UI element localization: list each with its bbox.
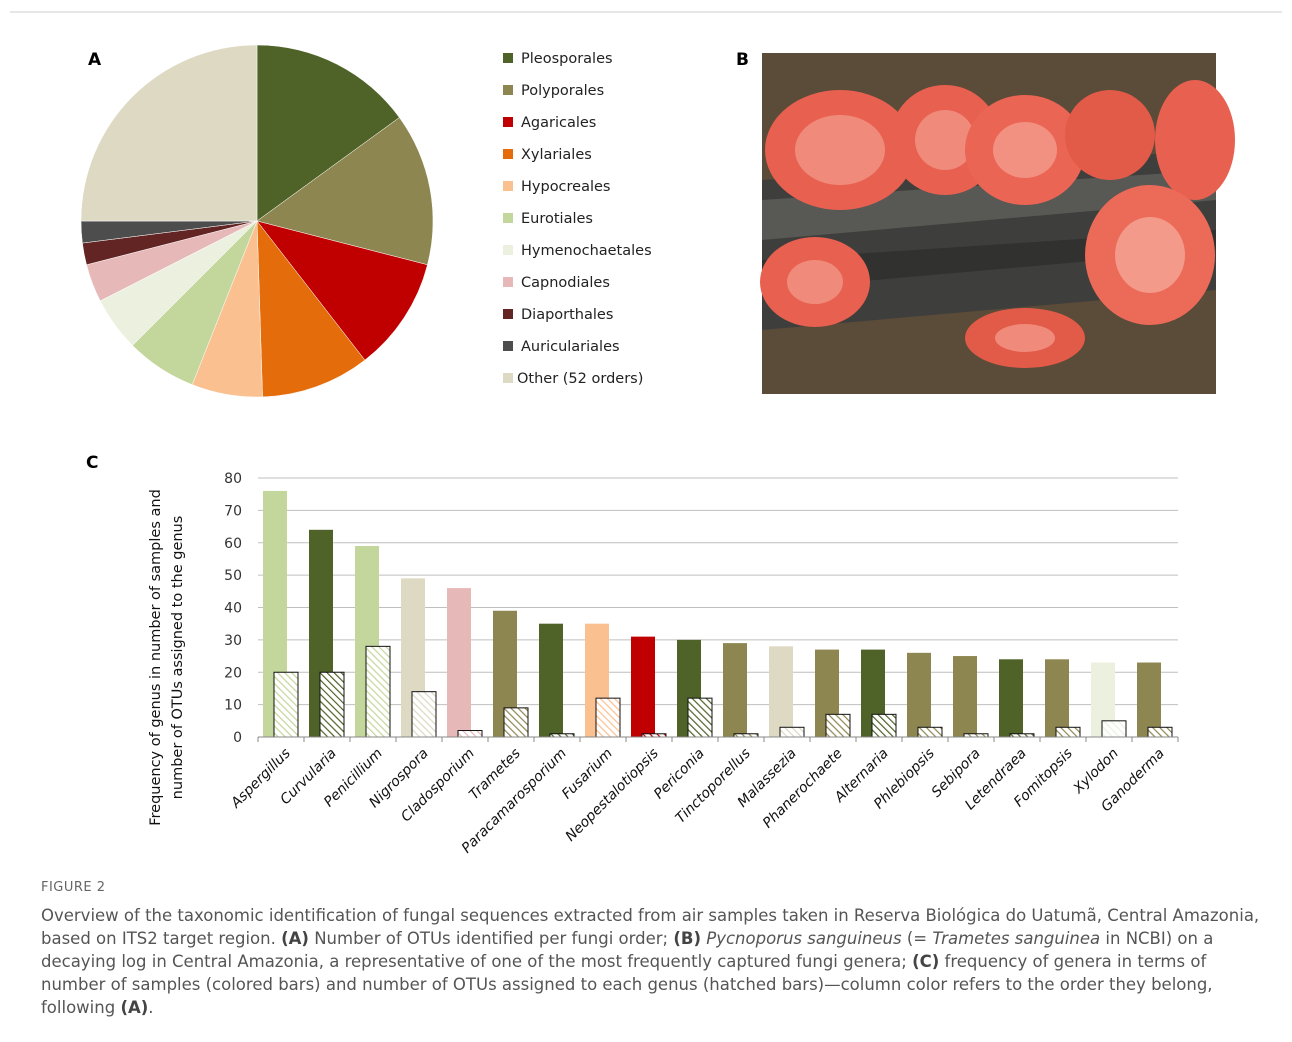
legend-label: Capnodiales [521, 275, 610, 291]
pie-slice [256, 44, 400, 222]
y-tick-label: 0 [233, 730, 242, 746]
bar [723, 643, 747, 737]
hatched-bar [779, 726, 805, 738]
figure-label: FIGURE 2 [41, 880, 106, 895]
hatched-bar [825, 713, 851, 738]
legend-label: Xylariales [521, 147, 592, 163]
y-tick-label: 80 [224, 471, 242, 487]
hatched-bar [273, 671, 299, 738]
bar [1137, 662, 1161, 737]
caption-species: Pycnoporus sanguineus [706, 929, 902, 948]
y-tick-label: 20 [224, 665, 242, 681]
caption-ref: (A) [281, 929, 309, 948]
y-tick-label: 30 [224, 633, 242, 649]
legend-label: Eurotiales [521, 211, 593, 227]
hatched-bar [457, 730, 483, 738]
caption-ref: (B) [673, 929, 702, 948]
panel-label: C [86, 453, 98, 473]
y-tick-label: 70 [224, 503, 242, 519]
caption-text: Number of OTUs identified per fungi orde… [308, 929, 674, 948]
legend-swatch [503, 181, 513, 191]
legend-swatch [503, 373, 513, 383]
x-tick-label: Phanerochaete [760, 746, 846, 832]
figure: A B C Pleosporales Polyporales Agaricales X… [10, 11, 1282, 857]
pie-slice [256, 117, 434, 266]
hatched-bar [1101, 720, 1127, 738]
legend-swatch [503, 341, 513, 351]
hatched-bar [503, 707, 529, 738]
bar [953, 656, 977, 737]
hatched-bar [871, 713, 897, 738]
bar [769, 646, 793, 737]
caption-ref: (C) [912, 952, 940, 971]
legend-swatch [503, 53, 513, 63]
caption-text: in NCBI) on a decaying log in Central Am… [41, 929, 1214, 971]
pie-slice [80, 44, 258, 222]
legend-label: Auriculariales [521, 339, 620, 355]
legend-label: Other (52 orders) [517, 371, 643, 387]
panel-label: B [736, 50, 749, 70]
legend-label: Pleosporales [521, 51, 613, 67]
bar [907, 652, 931, 737]
legend-swatch [503, 245, 513, 255]
bar [447, 588, 471, 737]
legend-swatch [503, 309, 513, 319]
caption: Overview of the taxonomic identification… [41, 904, 1261, 1019]
caption-text: . [148, 998, 154, 1017]
legend-label: Diaporthales [521, 307, 613, 323]
bar [999, 659, 1023, 737]
hatched-bar [411, 691, 437, 738]
legend-label: Polyporales [521, 83, 604, 99]
legend-label: Hypocreales [521, 179, 611, 195]
caption-ref: (A) [120, 998, 149, 1017]
pie-slice [256, 220, 428, 361]
legend-label: Hymenochaetales [521, 243, 652, 259]
hatched-bar [595, 697, 621, 738]
bar [1045, 659, 1069, 737]
panel-label: A [88, 50, 102, 70]
y-axis-label: Frequency of genus in number of samples … [148, 489, 164, 826]
legend-swatch [503, 149, 513, 159]
y-tick-label: 50 [224, 568, 242, 584]
y-tick-label: 10 [224, 698, 242, 714]
pie-slice [256, 220, 366, 398]
bar [631, 636, 655, 737]
caption-text: Overview of the taxonomic identification… [41, 906, 1260, 948]
legend-swatch [503, 117, 513, 127]
y-axis-label: number of OTUs assigned to the genus [170, 516, 186, 800]
hatched-bar [365, 645, 391, 738]
hatched-bar [687, 697, 713, 738]
legend-swatch [503, 277, 513, 287]
hatched-bar [319, 671, 345, 738]
bar [539, 623, 563, 737]
y-tick-label: 40 [224, 601, 242, 617]
legend-swatch [503, 85, 513, 95]
hatched-bar [917, 726, 943, 738]
hatched-bar [1147, 726, 1173, 738]
caption-text: frequency of genera in terms of number o… [41, 952, 1213, 1017]
caption-species: Trametes sanguinea [932, 929, 1101, 948]
photo [760, 53, 1235, 394]
y-tick-label: 60 [224, 536, 242, 552]
hatched-bar [1055, 726, 1081, 738]
legend-label: Agaricales [521, 115, 596, 131]
legend-swatch [503, 213, 513, 223]
caption-text: (= [901, 929, 933, 948]
